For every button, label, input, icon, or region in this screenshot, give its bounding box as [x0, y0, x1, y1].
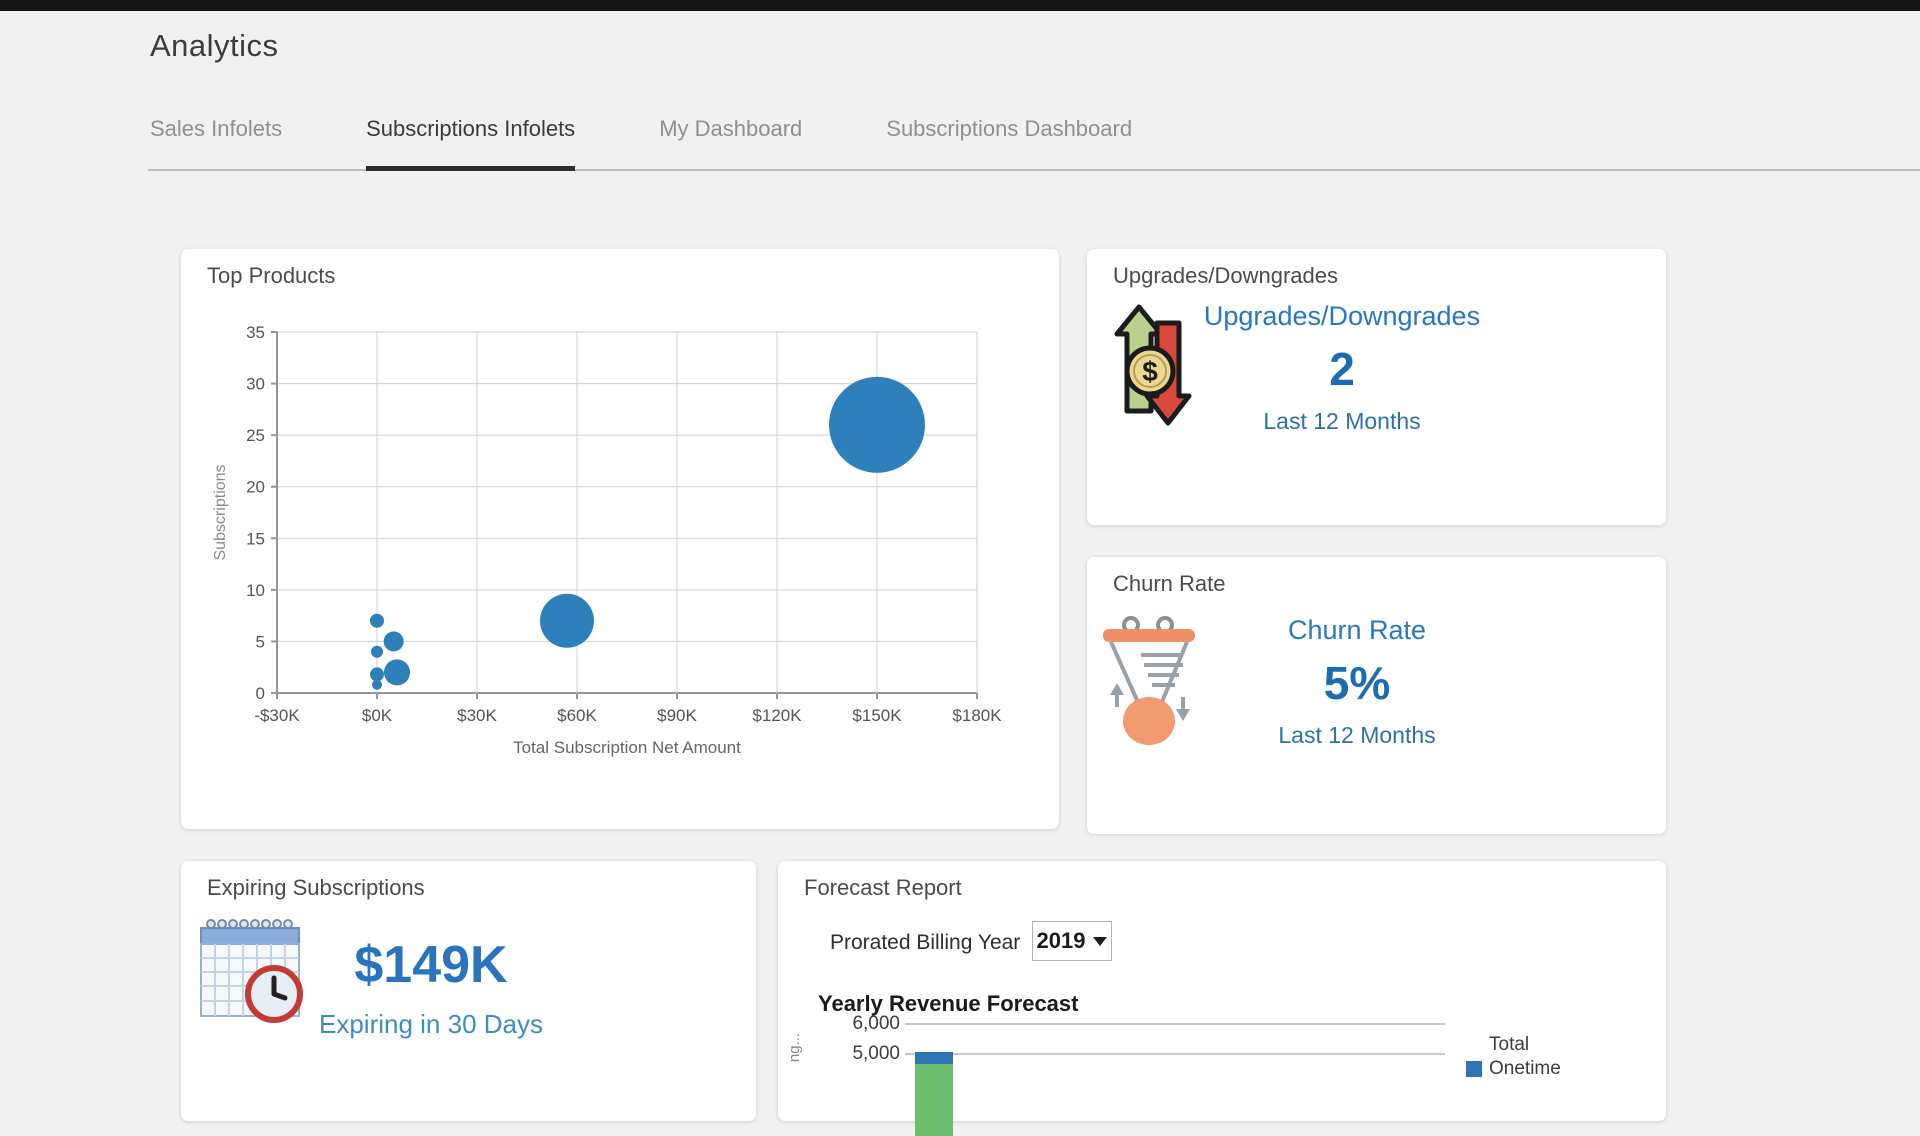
yearly-revenue-forecast-title: Yearly Revenue Forecast [818, 991, 1079, 1016]
churn-value: 5% [1323, 657, 1391, 709]
billing-year-dropdown[interactable]: 2019 [1032, 921, 1112, 961]
upgrades-link[interactable]: Upgrades/Downgrades [1203, 301, 1481, 331]
forecast-gridline [905, 1053, 1445, 1055]
funnel-icon [1101, 609, 1197, 750]
y-tick-label: 30 [246, 375, 265, 394]
y-tick-label: 20 [246, 478, 265, 497]
expiring-card-title: Expiring Subscriptions [207, 875, 425, 900]
forecast-report-card: Forecast Report Prorated Billing Year 20… [778, 861, 1666, 1136]
bubble [370, 613, 384, 628]
forecast-chart: 6,000 5,000 [778, 861, 1666, 1136]
prorated-billing-year-label: Prorated Billing Year [830, 931, 1021, 954]
top-edge-bar [0, 0, 1920, 11]
upgrades-period-link[interactable]: Last 12 Months [1263, 408, 1421, 434]
tab-sales-infolets[interactable]: Sales Infolets [150, 116, 283, 141]
x-tick-label: $120K [752, 706, 802, 725]
churn-infolet-body: Churn Rate 5% Last 12 Months [1192, 615, 1522, 749]
y-tick-label: 25 [246, 426, 265, 445]
upgrades-downgrades-card: Upgrades/Downgrades $ Upgrades/Downgrade… [1087, 249, 1666, 525]
churn-period-link[interactable]: Last 12 Months [1278, 722, 1436, 748]
top-products-bubble-chart: 0 5 10 15 20 25 30 35 -$30K $0K $30K $60K $90K $120K $… [212, 323, 1002, 757]
x-tick-label: $60K [557, 706, 597, 725]
y-tick-label: 0 [256, 684, 265, 703]
x-tick-label: $180K [952, 706, 1002, 725]
y-tick-label: 5 [256, 632, 265, 651]
calendar-clock-icon [199, 917, 303, 1032]
bubble [383, 631, 404, 652]
y-tick-label: 10 [246, 581, 265, 600]
expiring-subscriptions-card: Expiring Subscriptions $149K Expiring [181, 861, 756, 1121]
forecast-bar-segment [915, 1064, 953, 1136]
churn-link[interactable]: Churn Rate [1287, 615, 1427, 645]
upgrades-card-title: Upgrades/Downgrades [1113, 263, 1339, 288]
churn-rate-card: Churn Rate Churn Rate 5% Last 12 Months [1087, 557, 1666, 834]
tab-subscriptions-infolets[interactable]: Subscriptions Infolets [366, 116, 576, 171]
top-products-card: Top Products 0 5 10 15 20 25 30 35 -$30K $0K $30K $… [181, 249, 1059, 829]
bubble [372, 679, 382, 690]
upgrades-value: 2 [1329, 343, 1355, 395]
y-tick-label: 35 [246, 323, 265, 342]
bubble [540, 593, 594, 648]
x-tick-label: $90K [657, 706, 697, 725]
x-tick-label: $150K [852, 706, 902, 725]
legend-label-line1: Total [1489, 1034, 1530, 1055]
top-products-card-title: Top Products [207, 263, 336, 288]
churn-card-title: Churn Rate [1113, 571, 1226, 596]
tab-my-dashboard[interactable]: My Dashboard [659, 116, 803, 141]
y-axis-title: Subscriptions [212, 464, 229, 560]
x-tick-label: $0K [362, 706, 393, 725]
x-tick-label: $30K [457, 706, 497, 725]
legend-label-line2: Onetime [1489, 1058, 1561, 1079]
up-down-arrows-dollar-icon: $ [1109, 301, 1193, 434]
forecast-bar-segment [915, 1052, 953, 1064]
expiring-infolet-body: $149K Expiring in 30 Days [276, 935, 586, 1040]
forecast-stacked-bar [915, 1052, 953, 1136]
tab-bar: Sales Infolets Subscriptions Infolets My D… [150, 116, 1132, 171]
x-tick-label: -$30K [254, 706, 300, 725]
forecast-legend: Total Onetime [1466, 1033, 1561, 1081]
x-axis-title: Total Subscription Net Amount [513, 738, 741, 757]
forecast-y-tick-label: 5,000 [852, 1043, 900, 1064]
forecast-card-title: Forecast Report [804, 875, 962, 900]
expiring-value: $149K [354, 936, 508, 994]
tab-divider [148, 169, 1920, 171]
tab-subscriptions-dashboard[interactable]: Subscriptions Dashboard [886, 116, 1133, 141]
bubble [370, 667, 384, 682]
legend-swatch [1466, 1061, 1482, 1077]
bubble [384, 659, 410, 686]
expiring-subtitle-link[interactable]: Expiring in 30 Days [319, 1009, 543, 1039]
dropdown-caret-icon [1093, 936, 1108, 946]
svg-text:$: $ [1142, 356, 1158, 387]
billing-year-value: 2019 [1036, 928, 1086, 953]
upgrades-infolet-body: Upgrades/Downgrades 2 Last 12 Months [1177, 301, 1507, 435]
page-title: Analytics [150, 28, 279, 63]
bubble [829, 376, 925, 473]
bubble [371, 645, 383, 658]
forecast-gridline [905, 1023, 1445, 1025]
y-tick-label: 15 [246, 529, 265, 548]
forecast-y-tick-label: 6,000 [852, 1013, 900, 1034]
